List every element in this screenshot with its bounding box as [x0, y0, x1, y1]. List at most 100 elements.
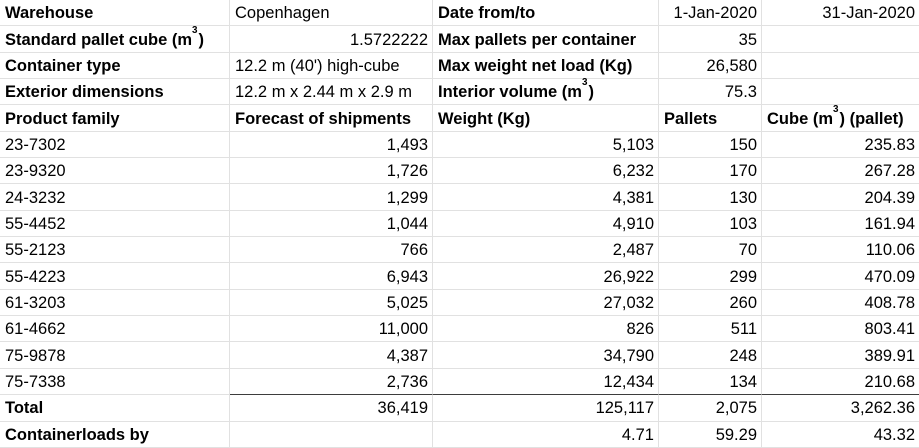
- total-label-cell[interactable]: Total: [0, 395, 230, 422]
- empty-cell[interactable]: [762, 79, 919, 106]
- max-pallets-value-cell[interactable]: 35: [659, 26, 762, 53]
- product-family-cell[interactable]: 61-4662: [0, 316, 230, 343]
- pallets-cell[interactable]: 103: [659, 210, 762, 238]
- containerloads-pallets-cell[interactable]: 59.29: [659, 421, 762, 448]
- label-post: ) (pallet): [839, 109, 904, 128]
- table-row: 23-7302 1,493 5,103 150 235.83: [0, 131, 919, 159]
- product-family-cell[interactable]: 75-7338: [0, 368, 230, 396]
- cube-cell[interactable]: 389.91: [762, 342, 919, 369]
- exterior-dim-value-cell[interactable]: 12.2 m x 2.44 m x 2.9 m: [230, 79, 433, 106]
- cube-cell[interactable]: 235.83: [762, 132, 919, 159]
- empty-cell[interactable]: [762, 26, 919, 53]
- pallets-cell[interactable]: 511: [659, 316, 762, 343]
- info-row-dimensions: Exterior dimensions 12.2 m x 2.44 m x 2.…: [0, 78, 919, 106]
- pallet-cube-label-cell[interactable]: Standard pallet cube (m3): [0, 25, 230, 53]
- exterior-dim-label-cell[interactable]: Exterior dimensions: [0, 79, 230, 106]
- forecast-cell[interactable]: 5,025: [230, 289, 433, 317]
- table-row: 55-2123 766 2,487 70 110.06: [0, 237, 919, 264]
- max-weight-label-cell[interactable]: Max weight net load (Kg): [433, 52, 659, 80]
- warehouse-label-cell[interactable]: Warehouse: [0, 0, 230, 27]
- total-pallets-cell[interactable]: 2,075: [659, 395, 762, 422]
- containerloads-label-cell[interactable]: Containerloads by: [0, 421, 230, 448]
- pallets-cell[interactable]: 134: [659, 368, 762, 396]
- total-forecast-cell[interactable]: 36,419: [230, 395, 433, 422]
- cube-cell[interactable]: 408.78: [762, 290, 919, 317]
- forecast-cell[interactable]: 1,726: [230, 158, 433, 185]
- weight-cell[interactable]: 4,381: [433, 184, 659, 211]
- date-from-cell[interactable]: 1-Jan-2020: [659, 0, 762, 27]
- product-family-cell[interactable]: 61-3203: [0, 289, 230, 317]
- containerloads-weight-cell[interactable]: 4.71: [433, 421, 659, 448]
- forecast-cell[interactable]: 11,000: [230, 316, 433, 343]
- empty-cell[interactable]: [762, 53, 919, 80]
- weight-cell[interactable]: 26,922: [433, 263, 659, 290]
- cube-cell[interactable]: 204.39: [762, 184, 919, 211]
- label-pre: Interior volume (m: [438, 83, 582, 102]
- total-weight-cell[interactable]: 125,117: [433, 395, 659, 422]
- forecast-cell[interactable]: 6,943: [230, 263, 433, 290]
- weight-cell[interactable]: 27,032: [433, 289, 659, 317]
- header-cube[interactable]: Cube (m3) (pallet): [762, 104, 919, 132]
- containerloads-cube-cell[interactable]: 43.32: [762, 422, 919, 448]
- pallets-cell[interactable]: 260: [659, 289, 762, 317]
- cube-cell[interactable]: 161.94: [762, 211, 919, 238]
- weight-cell[interactable]: 5,103: [433, 131, 659, 159]
- pallets-cell[interactable]: 299: [659, 263, 762, 290]
- weight-cell[interactable]: 2,487: [433, 237, 659, 264]
- pallets-cell[interactable]: 150: [659, 131, 762, 159]
- product-family-cell[interactable]: 23-9320: [0, 158, 230, 185]
- interior-volume-label-cell[interactable]: Interior volume (m3): [433, 78, 659, 106]
- forecast-cell[interactable]: 766: [230, 237, 433, 264]
- table-row: 61-3203 5,025 27,032 260 408.78: [0, 289, 919, 317]
- forecast-cell[interactable]: 1,493: [230, 131, 433, 159]
- forecast-cell[interactable]: 2,736: [230, 368, 433, 396]
- pallets-cell[interactable]: 70: [659, 237, 762, 264]
- product-family-cell[interactable]: 23-7302: [0, 131, 230, 159]
- product-family-cell[interactable]: 55-4452: [0, 210, 230, 238]
- pallet-cube-label-text: Standard pallet cube (m3): [5, 25, 205, 49]
- info-row-pallet-cube: Standard pallet cube (m3) 1.5722222 Max …: [0, 25, 919, 53]
- pallets-cell[interactable]: 130: [659, 184, 762, 211]
- product-family-cell[interactable]: 24-3232: [0, 184, 230, 211]
- pallets-cell[interactable]: 170: [659, 158, 762, 185]
- forecast-cell[interactable]: 4,387: [230, 342, 433, 369]
- label-post: ): [198, 30, 205, 49]
- cube-cell[interactable]: 210.68: [762, 369, 919, 396]
- weight-cell[interactable]: 6,232: [433, 158, 659, 185]
- header-product-family[interactable]: Product family: [0, 105, 230, 132]
- cube-cell[interactable]: 470.09: [762, 263, 919, 290]
- header-forecast[interactable]: Forecast of shipments: [230, 105, 433, 132]
- max-weight-value-cell[interactable]: 26,580: [659, 52, 762, 80]
- date-to-cell[interactable]: 31-Jan-2020: [762, 0, 919, 27]
- cube-cell[interactable]: 803.41: [762, 316, 919, 343]
- weight-cell[interactable]: 4,910: [433, 210, 659, 238]
- cube-cell[interactable]: 267.28: [762, 158, 919, 185]
- weight-cell[interactable]: 12,434: [433, 368, 659, 396]
- weight-cell[interactable]: 826: [433, 316, 659, 343]
- warehouse-value-cell[interactable]: Copenhagen: [230, 0, 433, 27]
- pallet-cube-value-cell[interactable]: 1.5722222: [230, 26, 433, 53]
- cube-cell[interactable]: 110.06: [762, 237, 919, 264]
- max-pallets-label-cell[interactable]: Max pallets per container: [433, 26, 659, 53]
- container-type-value-cell[interactable]: 12.2 m (40') high-cube: [230, 52, 433, 80]
- weight-cell[interactable]: 34,790: [433, 342, 659, 369]
- header-weight[interactable]: Weight (Kg): [433, 105, 659, 132]
- total-cube-cell[interactable]: 3,262.36: [762, 395, 919, 422]
- table-row: 61-4662 11,000 826 511 803.41: [0, 316, 919, 343]
- date-range-label-cell[interactable]: Date from/to: [433, 0, 659, 27]
- product-family-cell[interactable]: 55-2123: [0, 237, 230, 264]
- table-row: 24-3232 1,299 4,381 130 204.39: [0, 184, 919, 211]
- pallets-cell[interactable]: 248: [659, 342, 762, 369]
- info-row-container-type: Container type 12.2 m (40') high-cube Ma…: [0, 52, 919, 80]
- forecast-cell[interactable]: 1,299: [230, 184, 433, 211]
- empty-cell[interactable]: [230, 421, 433, 448]
- forecast-cell[interactable]: 1,044: [230, 210, 433, 238]
- header-pallets[interactable]: Pallets: [659, 105, 762, 132]
- table-row: 75-9878 4,387 34,790 248 389.91: [0, 342, 919, 369]
- container-type-label-cell[interactable]: Container type: [0, 52, 230, 80]
- product-family-cell[interactable]: 55-4223: [0, 263, 230, 290]
- interior-volume-value-cell[interactable]: 75.3: [659, 79, 762, 106]
- label-post: ): [588, 83, 594, 102]
- product-family-cell[interactable]: 75-9878: [0, 342, 230, 369]
